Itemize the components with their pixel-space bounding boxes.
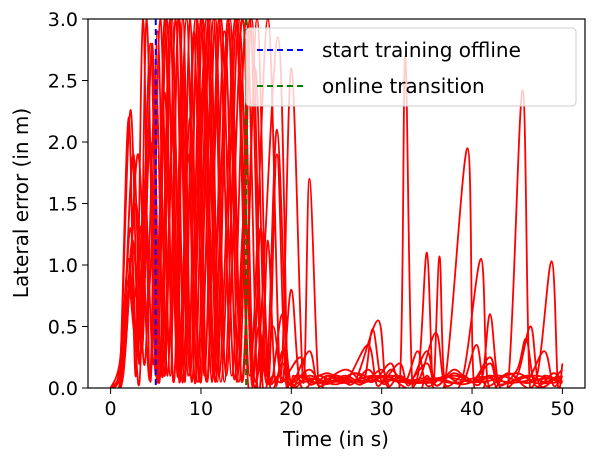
y-tick-label: 2.5	[48, 71, 78, 93]
y-tick-label: 0.0	[48, 378, 78, 400]
legend-box	[245, 27, 577, 107]
legend: start training offline online transition	[245, 27, 577, 107]
y-tick-label: 0.5	[48, 317, 78, 339]
y-tick-label: 2.0	[48, 132, 78, 154]
y-tick-label: 1.0	[48, 255, 78, 277]
x-tick-label: 40	[460, 398, 484, 420]
y-tick-label: 3.0	[48, 9, 78, 31]
y-axis: 0.0 0.5 1.0 1.5 2.0 2.5 3.0	[48, 9, 88, 400]
x-tick-label: 30	[370, 398, 394, 420]
x-axis: 0 10 20 30 40 50	[105, 388, 575, 420]
x-axis-label: Time (in s)	[282, 427, 389, 451]
series-line-10	[109, 19, 564, 388]
y-tick-label: 1.5	[48, 194, 78, 216]
x-tick-label: 10	[189, 398, 213, 420]
x-tick-label: 0	[105, 398, 117, 420]
x-tick-label: 20	[279, 398, 303, 420]
x-tick-label: 50	[550, 398, 574, 420]
legend-label-1: start training offline	[322, 38, 521, 62]
series-line-8	[109, 19, 563, 388]
legend-label-2: online transition	[322, 74, 485, 98]
series-layer	[109, 19, 564, 388]
y-axis-label: Lateral error (in m)	[9, 108, 33, 298]
